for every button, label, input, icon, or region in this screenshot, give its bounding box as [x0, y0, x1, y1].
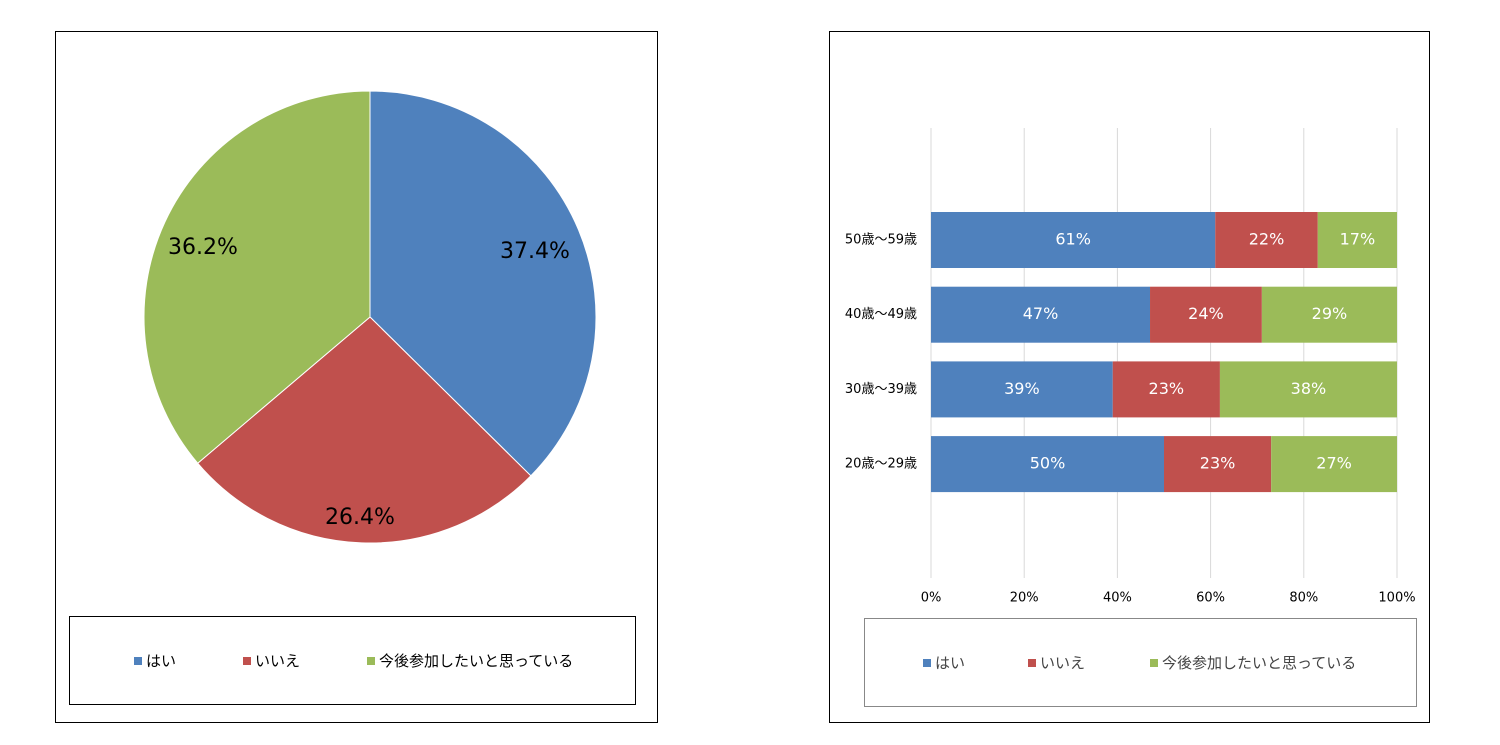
bar-segment	[1271, 436, 1397, 493]
x-tick-label: 100%	[1378, 591, 1415, 606]
bar-data-label: 23%	[1200, 454, 1236, 473]
bar-segment	[1317, 212, 1397, 268]
x-tick-label: 40%	[1103, 591, 1132, 606]
bar-segment	[1150, 286, 1262, 343]
pie-data-label: 36.2%	[168, 235, 238, 260]
bar-segment	[931, 286, 1151, 343]
pie-legend-item-yes: はい	[134, 650, 176, 671]
bar-data-label: 27%	[1316, 454, 1352, 473]
bar-data-label: 22%	[1249, 230, 1285, 249]
legend-swatch-no	[243, 656, 251, 665]
bar-legend-item-future: 今後参加したいと思っている	[1150, 652, 1356, 673]
x-tick-label: 60%	[1196, 591, 1225, 606]
bar-segment	[1261, 286, 1397, 343]
bar-segment	[1112, 361, 1220, 418]
legend-label-yes: はい	[935, 654, 966, 672]
category-label: 40歳～49歳	[845, 307, 917, 322]
bar-legend-item-yes: はい	[923, 652, 965, 673]
bar-segment	[1219, 361, 1397, 418]
pie-data-label: 26.4%	[325, 505, 395, 530]
bar-legend: はい いいえ 今後参加したいと思っている	[864, 618, 1417, 707]
pie-legend: はい いいえ 今後参加したいと思っている	[69, 616, 636, 705]
bar-segment	[1215, 212, 1318, 268]
legend-label-no: いいえ	[1040, 654, 1086, 672]
bar-data-label: 47%	[1023, 304, 1059, 323]
legend-label-no: いいえ	[255, 652, 301, 670]
category-label: 50歳～59歳	[845, 233, 917, 248]
bar-segment	[931, 361, 1113, 418]
pie-legend-item-no: いいえ	[243, 650, 300, 671]
pie-slice	[143, 90, 371, 464]
legend-label-future: 今後参加したいと思っている	[379, 652, 574, 670]
legend-swatch-yes	[923, 658, 931, 667]
legend-swatch-no	[1028, 658, 1036, 667]
category-label: 30歳～39歳	[845, 382, 917, 397]
legend-swatch-yes	[134, 656, 142, 665]
bar-data-label: 39%	[1004, 379, 1040, 398]
bar-data-label: 17%	[1340, 230, 1376, 249]
x-tick-label: 20%	[1010, 591, 1039, 606]
legend-swatch-future	[1150, 658, 1158, 667]
pie-slice	[369, 90, 597, 477]
bar-legend-item-no: いいえ	[1028, 652, 1085, 673]
bar-data-label: 29%	[1312, 304, 1348, 323]
bar-data-label: 61%	[1055, 230, 1091, 249]
bar-data-label: 50%	[1030, 454, 1066, 473]
pie-data-label: 37.4%	[500, 239, 570, 264]
legend-swatch-future	[367, 656, 375, 665]
bar-data-label: 23%	[1149, 379, 1185, 398]
bar-data-label: 38%	[1291, 379, 1327, 398]
pie-legend-item-future: 今後参加したいと思っている	[367, 650, 573, 671]
category-label: 20歳～29歳	[845, 457, 917, 472]
bar-segment	[931, 212, 1216, 268]
bar-data-label: 24%	[1188, 304, 1224, 323]
legend-label-yes: はい	[146, 652, 177, 670]
legend-label-future: 今後参加したいと思っている	[1162, 654, 1357, 672]
bar-segment	[1164, 436, 1272, 493]
pie-slice	[196, 316, 532, 544]
bar-segment	[931, 436, 1164, 493]
x-tick-label: 80%	[1289, 591, 1318, 606]
x-tick-label: 0%	[921, 591, 942, 606]
